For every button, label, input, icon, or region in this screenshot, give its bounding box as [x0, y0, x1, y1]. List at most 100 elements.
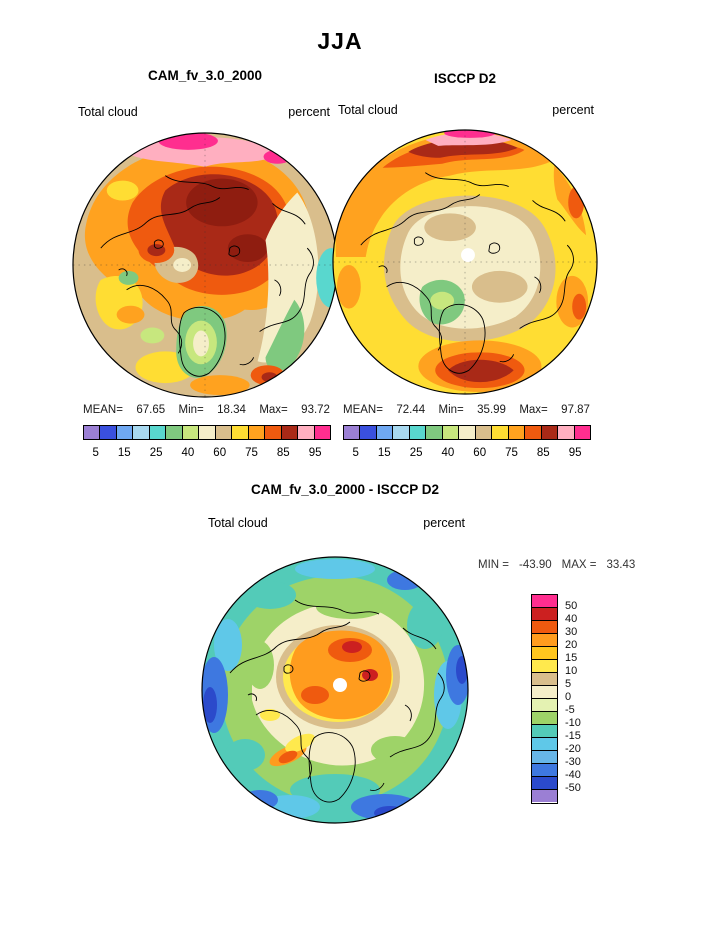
colorbar-cell	[459, 426, 476, 439]
isccp-mean-label: MEAN=	[343, 404, 383, 416]
tick-label: 95	[308, 447, 322, 459]
tick-label: 60	[213, 447, 227, 459]
colorbar-cell	[492, 426, 509, 439]
colorbar-cell	[532, 634, 557, 647]
colorbar-cell	[281, 426, 299, 439]
colorbar-cell	[558, 426, 575, 439]
colorbar-cell	[532, 725, 557, 738]
cam-stats: MEAN= 67.65 Min= 18.34 Max= 93.72	[83, 404, 330, 416]
isccp-colorbar	[343, 425, 591, 440]
colorbar-cell	[532, 621, 557, 634]
graticule-icon	[72, 132, 338, 398]
tick-label: -20	[565, 743, 581, 755]
colorbar-cell	[409, 426, 427, 439]
cam-min-value: 18.34	[217, 404, 246, 416]
colorbar-cell	[532, 595, 557, 608]
tick-label: 15	[377, 447, 391, 459]
colorbar-cell	[166, 426, 183, 439]
diff-minmax: MIN = -43.90 MAX = 33.43	[478, 559, 635, 571]
tick-label: 40	[181, 447, 195, 459]
cam-polar-map	[72, 132, 338, 398]
isccp-polar-map	[332, 129, 598, 395]
colorbar-cell	[344, 426, 361, 439]
tick-label: -5	[565, 704, 575, 716]
colorbar-cell	[199, 426, 216, 439]
tick-label: 20	[565, 639, 578, 651]
tick-label: 5	[92, 447, 99, 459]
tick-label: -40	[565, 769, 581, 781]
graticule-icon	[332, 129, 598, 395]
colorbar-cell	[532, 608, 557, 621]
cam-mean-value: 67.65	[136, 404, 166, 416]
colorbar-cell	[532, 686, 557, 699]
tick-label: 30	[565, 626, 578, 638]
isccp-units-label: percent	[552, 103, 594, 117]
tick-label: 0	[565, 691, 572, 703]
page-title: JJA	[317, 28, 363, 54]
colorbar-cell	[298, 426, 315, 439]
diff-min-value: -43.90	[519, 559, 552, 571]
tick-label: 75	[505, 447, 518, 459]
tick-label: 40	[441, 447, 455, 459]
diff-panel-title: CAM_fv_3.0_2000 - ISCCP D2	[250, 482, 440, 497]
colorbar-cell	[248, 426, 266, 439]
tick-label: 95	[568, 447, 582, 459]
cam-colorbar-ticks: 5 15 25 40 60 75 85 95	[83, 447, 331, 459]
cam-units-label: percent	[288, 105, 330, 119]
pole-missing-data-dot	[461, 248, 475, 262]
colorbar-cell	[84, 426, 101, 439]
colorbar-cell	[475, 426, 493, 439]
diff-polar-map	[201, 556, 469, 824]
diff-colorbar	[531, 594, 558, 804]
colorbar-cell	[426, 426, 443, 439]
cam-panel-title: CAM_fv_3.0_2000	[147, 68, 263, 83]
tick-label: 10	[565, 665, 578, 677]
colorbar-cell	[532, 738, 557, 751]
colorbar-cell	[314, 426, 331, 439]
diff-max-label: MAX =	[561, 559, 597, 571]
diff-colorbar-ticks: 50 40 30 20 15 10 5 0 -5 -10 -15 -20 -30 -40 -50	[565, 600, 581, 795]
isccp-field-label: Total cloud	[338, 103, 398, 117]
colorbar-cell	[532, 647, 557, 660]
tick-label: 5	[565, 678, 572, 690]
colorbar-cell	[393, 426, 410, 439]
colorbar-cell	[100, 426, 117, 439]
tick-label: 50	[565, 600, 578, 612]
tick-label: 60	[473, 447, 487, 459]
isccp-field-row: Total cloud percent	[338, 103, 594, 117]
cam-field-label: Total cloud	[78, 105, 138, 119]
colorbar-cell	[508, 426, 526, 439]
colorbar-cell	[232, 426, 249, 439]
isccp-stats: MEAN= 72.44 Min= 35.99 Max= 97.87	[343, 404, 590, 416]
colorbar-cell	[525, 426, 542, 439]
colorbar-cell	[574, 426, 591, 439]
tick-label: 85	[536, 447, 550, 459]
colorbar-cell	[376, 426, 394, 439]
colorbar-cell	[532, 712, 557, 725]
isccp-min-value: 35.99	[477, 404, 506, 416]
map-circle-outline	[201, 556, 469, 824]
cam-colorbar	[83, 425, 331, 440]
colorbar-cell	[532, 777, 557, 790]
tick-label: 5	[352, 447, 359, 459]
colorbar-cell	[442, 426, 460, 439]
diff-field-row: Total cloud percent	[208, 516, 465, 530]
pole-missing-data-dot	[333, 678, 347, 692]
tick-label: 85	[276, 447, 290, 459]
tick-label: -15	[565, 730, 581, 742]
diff-min-label: MIN =	[478, 559, 509, 571]
cam-min-label: Min=	[178, 404, 204, 416]
colorbar-cell	[116, 426, 134, 439]
colorbar-cell	[215, 426, 233, 439]
colorbar-cell	[133, 426, 150, 439]
colorbar-cell	[265, 426, 282, 439]
tick-label: 75	[245, 447, 258, 459]
isccp-min-label: Min=	[438, 404, 464, 416]
isccp-colorbar-ticks: 5 15 25 40 60 75 85 95	[343, 447, 591, 459]
colorbar-cell	[182, 426, 200, 439]
diff-max-value: 33.43	[606, 559, 636, 571]
isccp-mean-value: 72.44	[396, 404, 426, 416]
diff-units-label: percent	[423, 516, 465, 530]
tick-label: 25	[409, 447, 423, 459]
isccp-max-value: 97.87	[561, 404, 590, 416]
